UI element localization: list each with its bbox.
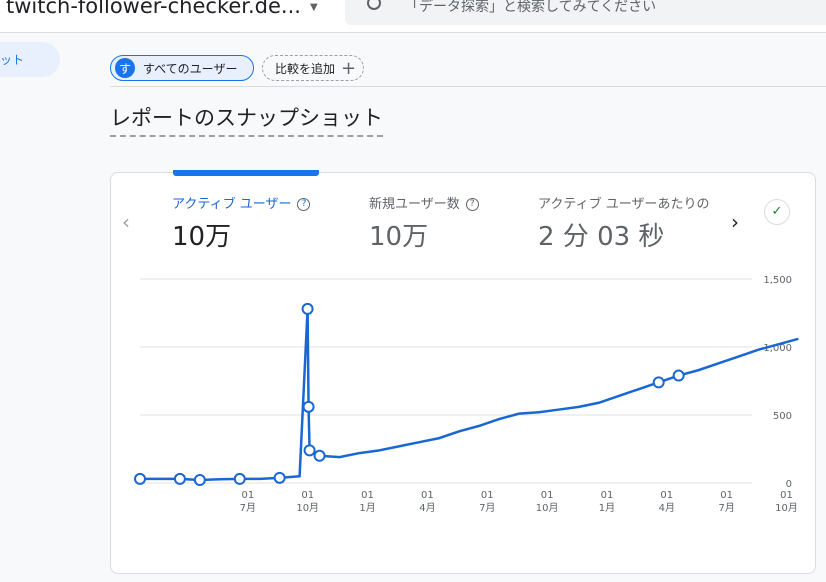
metric-label: 新規ユーザー数: [369, 197, 460, 212]
search-bar[interactable]: 「データ探索」と検索してみてください: [345, 0, 826, 25]
anomaly-marker: [193, 474, 206, 487]
property-name: twitch-follower-checker.de...: [6, 0, 301, 18]
snapshot-card: [110, 172, 816, 574]
x-tick-month: 7月: [479, 502, 495, 514]
x-tick-month: 4月: [419, 502, 435, 514]
divider: [110, 86, 826, 87]
x-tick-day: 01: [481, 490, 494, 501]
search-placeholder: 「データ探索」と検索してみてください: [405, 0, 657, 15]
metric-tab-new-users[interactable]: 新規ユーザー数? 10万: [369, 193, 479, 253]
y-tick-label: 0: [786, 479, 792, 490]
plus-icon: +: [341, 57, 357, 79]
prev-metric-chevron-icon[interactable]: ‹: [122, 210, 130, 234]
search-icon: [367, 0, 381, 10]
x-tick-month: 10月: [775, 502, 798, 514]
x-tick-month: 1月: [599, 502, 615, 514]
x-tick-day: 01: [241, 490, 254, 501]
add-comparison-label: 比較を追加: [275, 61, 336, 76]
x-tick-day: 01: [601, 490, 614, 501]
metric-label: アクティブ ユーザー: [172, 197, 292, 212]
x-tick-day: 01: [780, 490, 793, 501]
metric-value: 2 分 03 秒: [538, 222, 665, 252]
metric-value: 10万: [172, 222, 232, 252]
anomaly-marker: [652, 376, 665, 389]
x-tick-day: 01: [421, 490, 434, 501]
anomaly-marker: [173, 472, 186, 485]
sidebar-item-snapshot[interactable]: ット: [0, 42, 60, 77]
x-tick-month: 10月: [536, 502, 559, 514]
metric-label: アクティブ ユーザーあたりの: [538, 197, 710, 212]
x-tick-day: 01: [301, 490, 314, 501]
active-tab-indicator: [173, 170, 319, 176]
x-tick-month: 7月: [240, 502, 256, 514]
y-tick-label: 500: [773, 411, 792, 422]
metric-value: 10万: [369, 222, 429, 252]
y-tick-label: 1,000: [763, 343, 792, 354]
x-tick-day: 01: [720, 490, 733, 501]
check-circle-icon[interactable]: ✓: [764, 199, 790, 225]
dropdown-caret-icon[interactable]: ▼: [310, 2, 318, 13]
y-tick-label: 1,500: [763, 275, 792, 286]
property-selector[interactable]: twitch-follower-checker.de...: [6, 0, 301, 18]
x-tick-month: 10月: [296, 502, 319, 514]
anomaly-marker: [313, 449, 326, 462]
metric-tab-active-users[interactable]: アクティブ ユーザー? 10万: [172, 193, 311, 253]
metric-tab-engagement-time[interactable]: アクティブ ユーザーあたりの 2 分 03 秒: [538, 193, 709, 253]
x-tick-month: 7月: [718, 502, 734, 514]
x-tick-day: 01: [361, 490, 374, 501]
x-tick-day: 01: [660, 490, 673, 501]
anomaly-marker: [273, 471, 286, 484]
top-bar: twitch-follower-checker.de... ▼ 「データ探索」と…: [0, 0, 826, 33]
x-tick-month: 4月: [659, 502, 675, 514]
anomaly-marker: [134, 472, 146, 485]
page-title: レポートのスナップショット: [110, 102, 383, 137]
help-icon[interactable]: ?: [297, 198, 311, 211]
anomaly-marker: [233, 472, 246, 485]
anomaly-marker: [301, 302, 314, 315]
help-icon[interactable]: ?: [465, 198, 479, 211]
sidebar-item-label: ット: [0, 53, 25, 67]
segment-label: すべてのユーザー: [143, 61, 238, 76]
series-line: [140, 308, 799, 482]
segment-avatar: す: [115, 58, 135, 78]
add-comparison-button[interactable]: 比較を追加 +: [262, 55, 364, 81]
x-tick-day: 01: [541, 490, 554, 501]
next-metric-chevron-icon[interactable]: ›: [731, 210, 739, 234]
x-tick-month: 1月: [359, 502, 375, 514]
anomaly-marker: [303, 444, 316, 457]
anomaly-marker: [672, 369, 685, 382]
anomaly-marker: [302, 400, 315, 413]
segment-chip[interactable]: す すべてのユーザー: [110, 55, 254, 81]
